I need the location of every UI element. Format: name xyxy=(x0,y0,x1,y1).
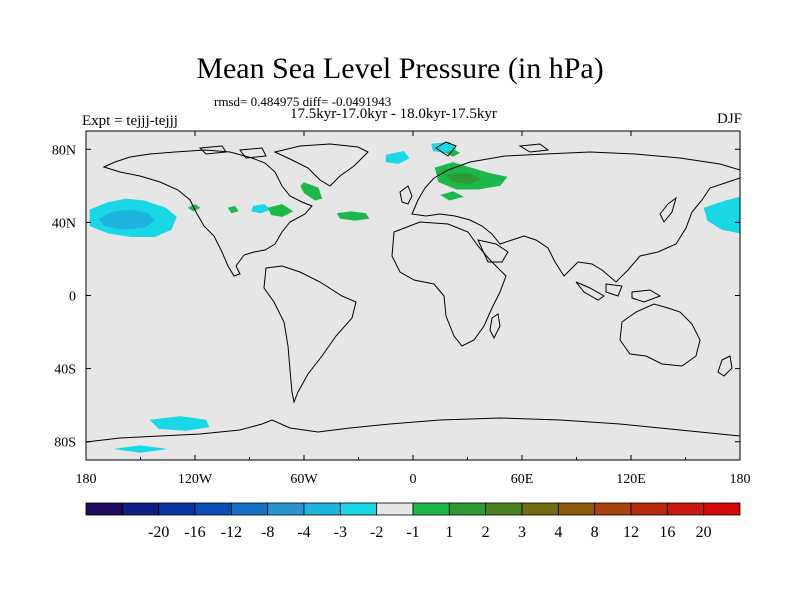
coast-new-zealand xyxy=(717,355,733,377)
colorbar-swatch xyxy=(376,502,414,516)
coast-australia xyxy=(619,303,701,367)
anomaly-region-positive xyxy=(336,211,370,221)
colorbar-label: 16 xyxy=(659,524,675,541)
map-background xyxy=(86,131,740,460)
colorbar-swatch xyxy=(485,502,523,516)
coastlines xyxy=(86,141,740,443)
anomaly-region-negative xyxy=(98,209,155,230)
colorbar-swatch xyxy=(594,502,632,516)
experiment-label: Expt = tejjj-tejjj xyxy=(82,113,178,129)
anomaly-region-negative xyxy=(251,204,272,214)
coast-eurasia xyxy=(411,151,740,283)
anomaly-region-positive xyxy=(440,191,464,201)
x-tick-label: 120W xyxy=(178,472,213,487)
colorbar-label: -12 xyxy=(221,524,242,541)
colorbar-label: -1 xyxy=(406,524,419,541)
colorbar-swatch xyxy=(557,502,596,516)
x-tick-label: 60W xyxy=(290,472,318,487)
x-tick-label: 180 xyxy=(76,472,97,487)
anomaly-region-negative xyxy=(113,445,168,453)
colorbar-label: 1 xyxy=(445,524,453,541)
colorbar-swatch xyxy=(121,502,160,516)
y-tick-label: 80S xyxy=(54,436,76,451)
anomaly-region-negative xyxy=(149,416,210,431)
colorbar-swatch xyxy=(267,502,305,516)
colorbar-swatch xyxy=(230,502,269,516)
colorbar-swatch xyxy=(339,502,378,516)
stats-line: rmsd= 0.484975 diff= -0.0491943 xyxy=(214,94,392,109)
anomaly-regions xyxy=(89,142,740,453)
colorbar-swatch xyxy=(194,502,232,516)
season-label: DJF xyxy=(716,111,742,127)
anomaly-region-positive xyxy=(300,182,323,201)
colorbar-label: -8 xyxy=(261,524,274,541)
colorbar-label: 20 xyxy=(696,524,712,541)
colorbar-label: -3 xyxy=(334,524,347,541)
x-axis: 180 120W 60W 0 60E 120E 180 xyxy=(76,131,751,487)
colorbar-label: -20 xyxy=(148,524,169,541)
colorbar-swatch xyxy=(703,502,741,516)
anomaly-region-negative xyxy=(431,142,457,153)
colorbar-swatch xyxy=(630,502,668,516)
colorbar-swatch xyxy=(666,502,705,516)
coast-antarctica xyxy=(86,417,740,443)
x-tick-label: 180 xyxy=(730,472,751,487)
colorbar-label: 4 xyxy=(554,524,562,541)
colorbar-label: 3 xyxy=(518,524,526,541)
coast-arabia xyxy=(477,239,509,263)
colorbar-label: 8 xyxy=(591,524,599,541)
colorbar-swatch xyxy=(521,502,559,516)
coast-north-america xyxy=(102,149,313,277)
x-tick-label: 0 xyxy=(410,472,417,487)
anomaly-region-positive xyxy=(445,149,461,157)
coast-japan xyxy=(659,196,677,223)
colorbar-swatch xyxy=(448,502,487,516)
coast-british-isles xyxy=(399,185,413,205)
y-tick-label: 80N xyxy=(52,143,76,158)
anomaly-region-negative xyxy=(385,151,410,164)
colorbar-swatch xyxy=(412,502,450,516)
anomaly-region-negative xyxy=(703,196,740,234)
y-tick-label: 40N xyxy=(52,216,76,231)
x-tick-label: 120E xyxy=(616,472,646,487)
colorbar-label: -16 xyxy=(184,524,205,541)
colorbar-swatch xyxy=(303,502,341,516)
colorbar-label: 2 xyxy=(482,524,490,541)
colorbar-swatch xyxy=(158,502,196,516)
y-tick-label: 40S xyxy=(54,363,76,378)
colorbar-label: -2 xyxy=(370,524,383,541)
chart-subtitle: 17.5kyr-17.0kyr - 18.0kyr-17.5kyr xyxy=(290,106,497,122)
colorbar-swatch xyxy=(85,502,123,516)
y-axis: 80N 40N 0 40S 80S xyxy=(52,143,740,451)
anomaly-region-positive xyxy=(227,205,239,214)
colorbar-label: 12 xyxy=(623,524,639,541)
colorbar-label: -4 xyxy=(297,524,310,541)
colorbar: -20 -16 -12 -8 -4 -3 -2 -1 1 2 3 4 8 12 16 20 xyxy=(85,502,741,541)
chart-title: Mean Sea Level Pressure (in hPa) xyxy=(196,52,604,85)
coast-indonesia xyxy=(575,281,662,303)
coast-arctic-islands xyxy=(198,141,550,159)
y-tick-label: 0 xyxy=(69,290,76,305)
x-tick-label: 60E xyxy=(511,472,534,487)
coast-madagascar xyxy=(489,313,501,340)
coast-africa xyxy=(391,221,507,347)
anomaly-region-positive xyxy=(267,204,294,217)
anomaly-region-positive xyxy=(445,173,482,184)
coast-greenland xyxy=(273,143,369,187)
coast-south-america xyxy=(263,265,357,404)
